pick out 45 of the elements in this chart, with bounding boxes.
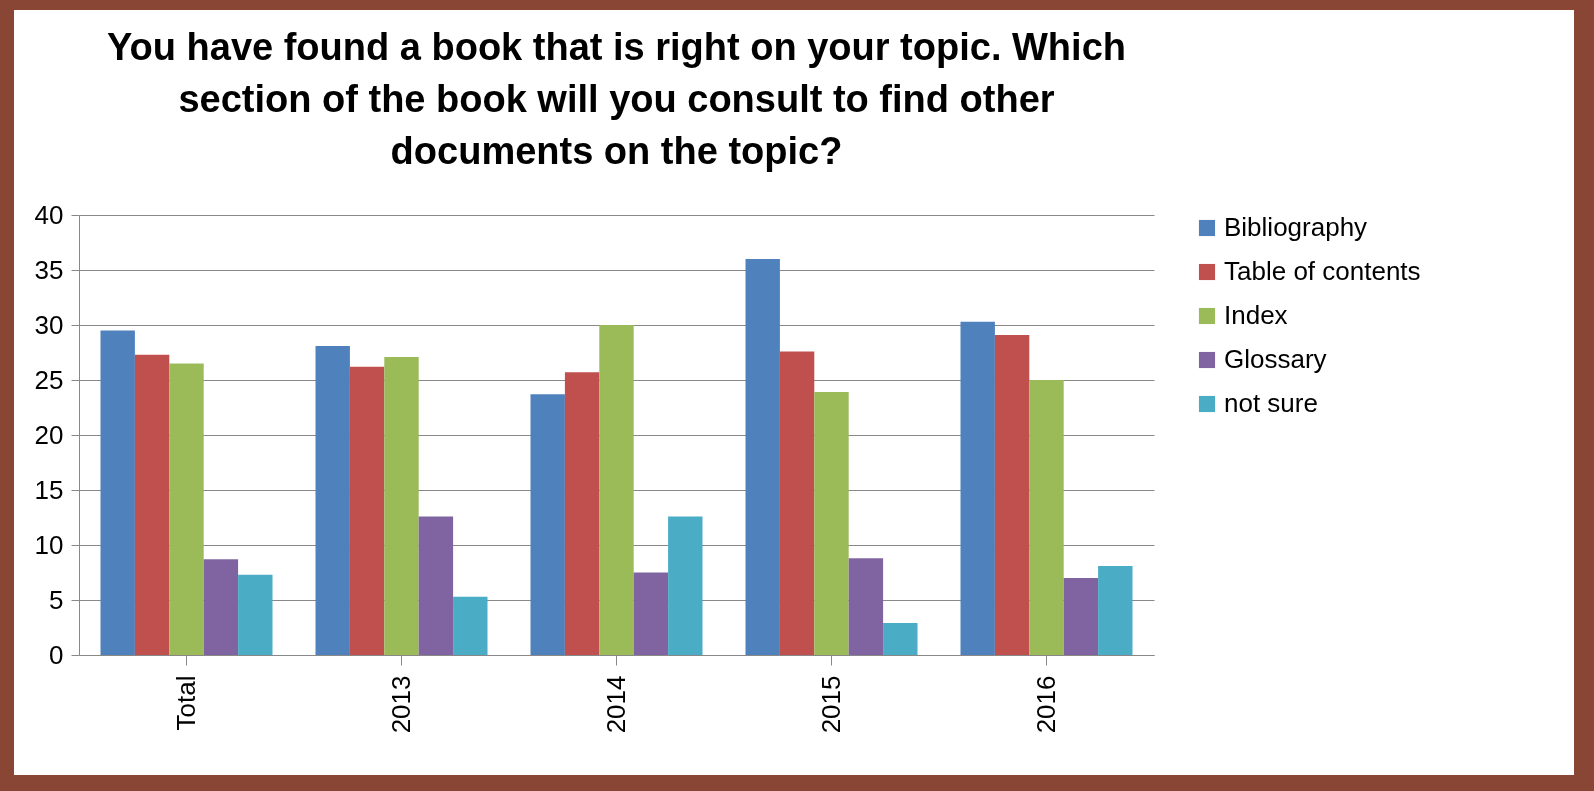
x-tick-label: Total: [170, 675, 201, 731]
bar: [238, 574, 273, 655]
bar: [599, 325, 634, 655]
bar: [1029, 380, 1064, 655]
legend-label: Table of contents: [1224, 256, 1421, 286]
legend-label: Glossary: [1224, 344, 1327, 374]
bar: [960, 321, 995, 655]
bar: [384, 356, 419, 655]
bar: [453, 596, 488, 655]
y-tick-label: 25: [34, 364, 64, 395]
legend-label: Index: [1224, 300, 1288, 330]
bar: [203, 559, 239, 655]
y-tick-label: 10: [34, 529, 64, 560]
y-tick-label: 5: [49, 584, 64, 615]
bar: [418, 516, 454, 655]
legend-label: not sure: [1224, 388, 1318, 418]
y-tick-label: 15: [34, 474, 64, 505]
bar: [883, 623, 918, 655]
bar: [169, 363, 204, 655]
y-tick-label: 40: [34, 199, 64, 230]
bar: [564, 372, 600, 655]
legend-label: Bibliography: [1224, 212, 1368, 242]
chart-title: You have found a book that is right on your topic. Which section of the book will you consult to find other documents on the topic?: [107, 26, 1126, 172]
y-tick-label: 35: [34, 254, 64, 285]
bar: [349, 366, 385, 655]
bar: [814, 392, 849, 655]
y-tick-label: 20: [34, 419, 64, 450]
bar: [134, 354, 170, 655]
bar: [779, 351, 815, 655]
bar: [668, 516, 703, 655]
x-tick-label: 2013: [385, 675, 416, 734]
bar: [315, 345, 350, 655]
x-tick-label: 2014: [600, 675, 631, 734]
bar: [530, 394, 565, 655]
y-tick-label: 30: [34, 309, 64, 340]
bar: [994, 334, 1030, 655]
bar: [1098, 565, 1133, 655]
bar: [100, 330, 135, 655]
bar: [1063, 578, 1099, 655]
bar: [848, 558, 884, 655]
x-tick-label: 2015: [815, 675, 846, 734]
x-tick-label: 2016: [1030, 675, 1061, 734]
bar: [745, 259, 780, 655]
bar: [633, 572, 669, 655]
y-tick-label: 0: [49, 639, 64, 670]
